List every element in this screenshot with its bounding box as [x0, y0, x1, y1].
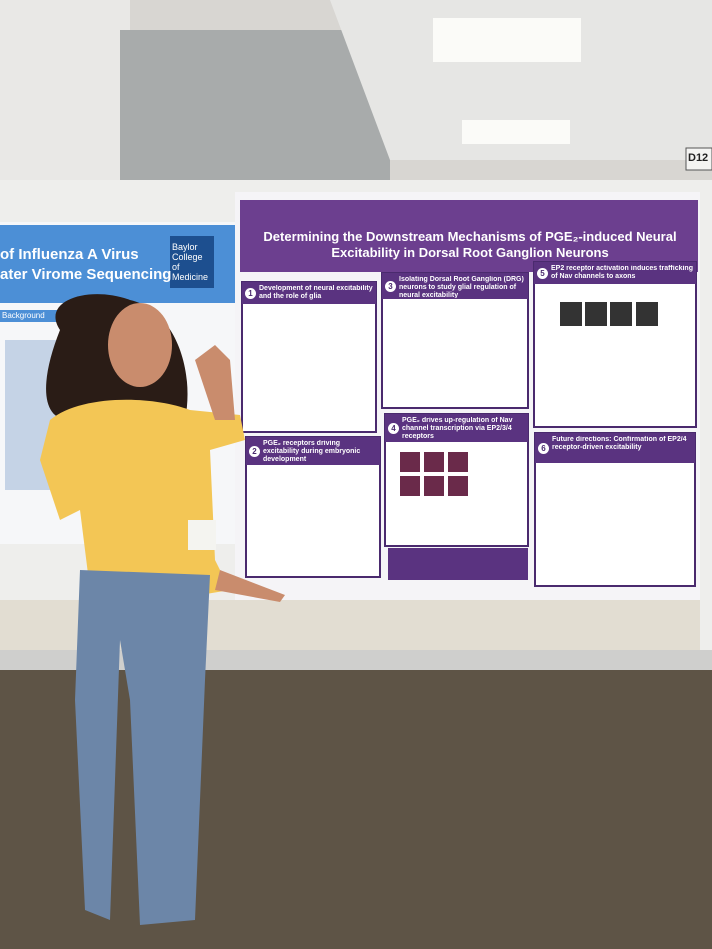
logo: Baylor College of Medicine — [172, 242, 209, 282]
jeans — [75, 570, 210, 925]
image — [560, 302, 582, 326]
raised-hand — [195, 345, 235, 420]
panel-header — [385, 414, 528, 442]
panel-number: 1 — [245, 287, 256, 299]
image — [400, 452, 420, 472]
booth-sign: D12 — [688, 152, 709, 164]
panel-header — [534, 262, 696, 284]
panel-header — [246, 437, 380, 465]
image — [400, 476, 420, 496]
panel-heading: Isolating Dorsal Root Ganglion (DRG) neu… — [399, 276, 524, 298]
image — [424, 452, 444, 472]
ceiling — [330, 0, 712, 160]
panel-header — [382, 273, 528, 299]
panel-number: 5 — [537, 267, 548, 279]
face — [108, 303, 172, 387]
panel-heading: PGE₂ receptors driving excitability duri… — [263, 440, 361, 463]
ceiling-light — [462, 120, 570, 144]
logo-box — [170, 236, 214, 288]
ceiling-light — [433, 18, 581, 62]
panel-heading: PGE₂ drives up-regulation of Nav channel… — [402, 417, 513, 440]
panel-number: 4 — [388, 422, 399, 434]
left-poster-title: of Influenza A Virus — [0, 246, 139, 263]
image — [636, 302, 658, 326]
panel-headers — [242, 262, 696, 580]
panel-heading: Future directions: Confirmation of EP2/4… — [552, 436, 687, 451]
caption-box — [388, 548, 528, 580]
panel-number: 3 — [385, 280, 396, 292]
image — [448, 476, 468, 496]
back-wall — [120, 30, 390, 200]
panel-heading: EP2 receptor activation induces traffick… — [551, 265, 693, 280]
left-wall — [0, 0, 130, 200]
name-badge — [188, 520, 216, 550]
panel — [241, 281, 377, 433]
section-title: Background — [2, 311, 45, 320]
left-poster-title: ater Virome Sequencing — [0, 266, 172, 283]
title-bar — [240, 200, 698, 272]
sign-plate — [685, 147, 712, 171]
panel-header — [242, 282, 376, 304]
panel-number: 6 — [538, 442, 549, 454]
panel-heading: Development of neural excitability and t… — [259, 285, 373, 300]
micrographs — [400, 302, 658, 496]
panel-header — [535, 433, 695, 463]
image — [448, 452, 468, 472]
image — [424, 476, 444, 496]
carpet — [0, 660, 712, 949]
image — [585, 302, 607, 326]
person — [40, 294, 285, 925]
panel — [533, 261, 697, 428]
panel-number: 2 — [249, 445, 260, 457]
image — [610, 302, 632, 326]
pointing-hand — [215, 570, 285, 602]
poster-title: Determining the Downstream Mechanisms of… — [263, 229, 677, 260]
